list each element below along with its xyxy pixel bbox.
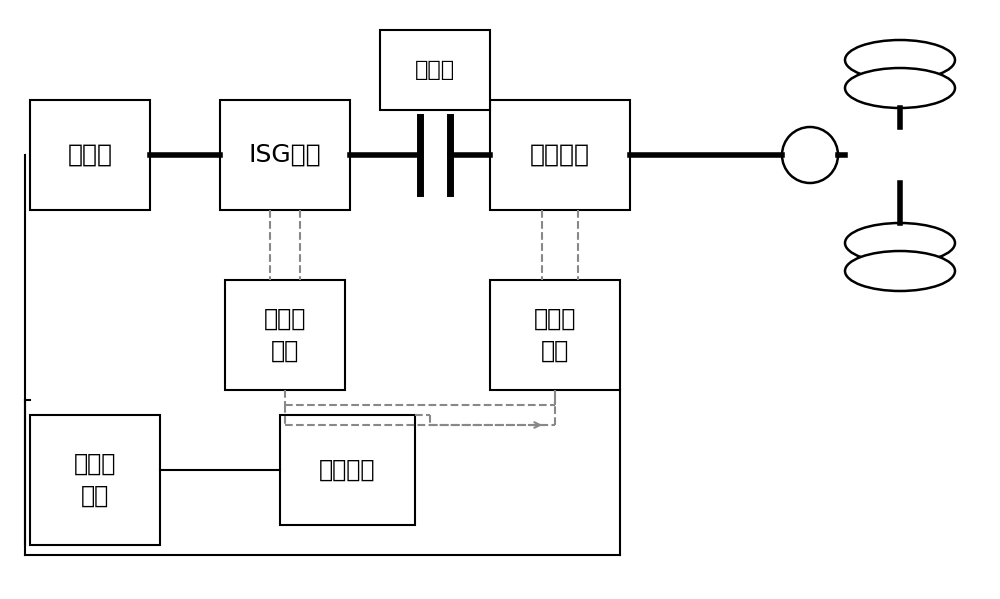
Text: 电机控
制器: 电机控 制器 bbox=[534, 307, 576, 363]
Text: 电机控
制器: 电机控 制器 bbox=[264, 307, 306, 363]
Text: 发动机: 发动机 bbox=[68, 143, 112, 167]
Bar bbox=[30, 415, 160, 545]
Ellipse shape bbox=[845, 68, 955, 108]
Text: 驱动电机: 驱动电机 bbox=[530, 143, 590, 167]
Bar bbox=[280, 415, 415, 525]
Bar bbox=[380, 30, 490, 110]
Bar bbox=[490, 100, 630, 210]
Text: ISG电机: ISG电机 bbox=[249, 143, 321, 167]
Text: 驱动电机: 驱动电机 bbox=[319, 458, 376, 482]
Bar bbox=[30, 100, 150, 210]
Ellipse shape bbox=[845, 223, 955, 263]
Text: 整车控
制器: 整车控 制器 bbox=[74, 452, 116, 508]
Text: 离合器: 离合器 bbox=[415, 60, 455, 80]
Circle shape bbox=[782, 127, 838, 183]
Ellipse shape bbox=[845, 40, 955, 80]
Bar bbox=[225, 280, 345, 390]
Bar bbox=[220, 100, 350, 210]
Ellipse shape bbox=[845, 251, 955, 291]
Bar bbox=[490, 280, 620, 390]
